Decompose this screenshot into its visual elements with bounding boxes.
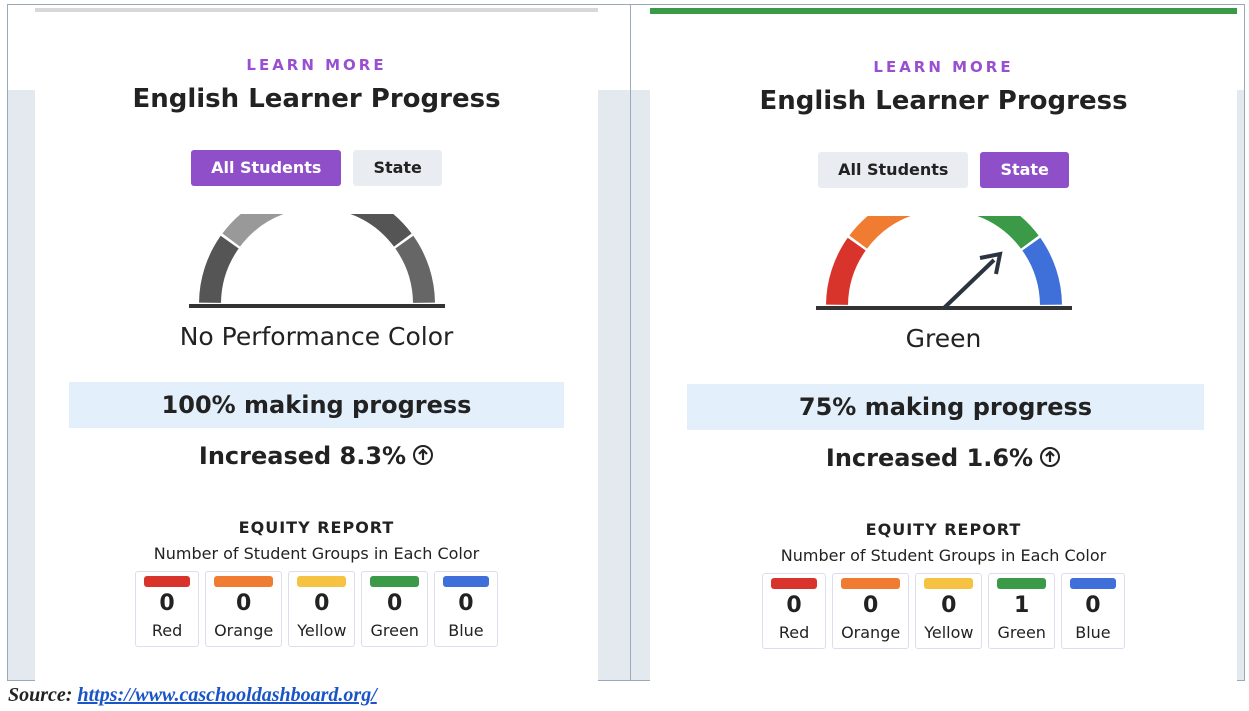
equity-title: EQUITY REPORT [865, 520, 1022, 539]
change-text: Increased 1.6% [825, 444, 1034, 472]
group: 0 Red [762, 573, 827, 649]
group-color: Blue [448, 621, 484, 640]
group-count: 0 [235, 591, 252, 616]
equity-subtitle: Number of Student Groups in Each Color [780, 546, 1107, 565]
tab[interactable]: State [980, 152, 1069, 188]
group: 0 Blue [1060, 573, 1125, 649]
title: English Learner Progress [759, 86, 1128, 116]
tab[interactable]: State [353, 150, 442, 186]
group-color: Blue [1075, 623, 1111, 642]
group-count: 0 [314, 591, 330, 616]
gauge [188, 214, 445, 308]
group-color: Orange [214, 621, 274, 640]
icon-ring [1040, 447, 1061, 467]
panel: LEARN MORE English Learner Progress All St… [35, 8, 598, 684]
group-color: Green [370, 621, 419, 640]
color-bar [771, 578, 818, 589]
progress: 75% making progress [687, 384, 1204, 430]
groups: 0 Red 0 Orange 0 Yellow 1 Green 0 Blue [650, 573, 1237, 649]
group-count: 0 [786, 593, 802, 618]
group-color: Yellow [297, 621, 347, 640]
gauge-segment [221, 214, 284, 247]
group: 0 Red [135, 571, 200, 647]
frame-mid [630, 4, 631, 681]
color-bar [1069, 578, 1116, 589]
group-color: Green [997, 623, 1046, 642]
source: Source: https://www.caschooldashboard.or… [8, 684, 377, 707]
change: Increased 1.6% [650, 444, 1237, 472]
group-count: 0 [387, 591, 403, 616]
gauge-segment [198, 235, 239, 303]
progress: 100% making progress [69, 382, 564, 428]
gauge-segment [825, 237, 866, 305]
source-link[interactable]: https://www.caschooldashboard.org/ [77, 684, 377, 706]
color-bar [442, 576, 489, 587]
group-count: 1 [1014, 593, 1030, 618]
group: 0 Yellow [288, 571, 356, 647]
gauge [815, 216, 1072, 310]
tabs: All Students State [650, 152, 1237, 188]
learn-more[interactable]: LEARN MORE [246, 56, 387, 74]
up-icon [1040, 447, 1061, 467]
group-color: Red [778, 623, 810, 642]
color-bar [370, 576, 419, 587]
color-bar [297, 576, 347, 587]
panel: LEARN MORE English Learner Progress All St… [650, 8, 1237, 686]
group: 0 Orange [205, 571, 283, 647]
group: 0 Green [361, 571, 428, 647]
needle-head [979, 251, 1003, 275]
group-count: 0 [862, 593, 879, 618]
source-label: Source: [8, 684, 73, 706]
group-color: Yellow [924, 623, 974, 642]
group-color: Orange [841, 623, 901, 642]
color-bar [924, 578, 974, 589]
icon-arrow [1045, 450, 1055, 462]
group: 1 Green [988, 573, 1055, 649]
performance-color: Green [905, 324, 982, 353]
equity-subtitle: Number of Student Groups in Each Color [153, 544, 480, 563]
up-icon [413, 445, 434, 465]
color-bar [997, 578, 1046, 589]
color-bar [841, 578, 901, 589]
gauge-segment [1021, 237, 1062, 305]
group-count: 0 [941, 593, 957, 618]
frame-right [1244, 4, 1245, 681]
gauge-segment [349, 214, 412, 247]
gauge-segment [848, 216, 911, 249]
frame-bottom [7, 680, 1245, 681]
groups: 0 Red 0 Orange 0 Yellow 0 Green 0 Blue [35, 571, 598, 647]
change-text: Increased 8.3% [198, 442, 407, 470]
gauge-segment [976, 216, 1039, 249]
group-count: 0 [1085, 593, 1101, 618]
equity-title: EQUITY REPORT [238, 518, 395, 537]
needle [942, 258, 995, 310]
color-bar [214, 576, 274, 587]
tab[interactable]: All Students [191, 150, 342, 186]
gauge-segment [394, 235, 435, 303]
performance-color: No Performance Color [179, 322, 454, 351]
icon-arrow [418, 448, 428, 460]
icon-ring [413, 445, 434, 465]
group: 0 Orange [832, 573, 910, 649]
frame-left [7, 4, 8, 681]
tabs: All Students State [35, 150, 598, 186]
tab[interactable]: All Students [818, 152, 969, 188]
group-count: 0 [458, 591, 474, 616]
group-color: Red [151, 621, 183, 640]
group-count: 0 [159, 591, 175, 616]
title: English Learner Progress [132, 84, 501, 114]
frame-top [7, 4, 1245, 5]
group: 0 Blue [433, 571, 498, 647]
learn-more[interactable]: LEARN MORE [873, 58, 1014, 76]
group: 0 Yellow [915, 573, 983, 649]
change: Increased 8.3% [35, 442, 598, 470]
color-bar [144, 576, 191, 587]
